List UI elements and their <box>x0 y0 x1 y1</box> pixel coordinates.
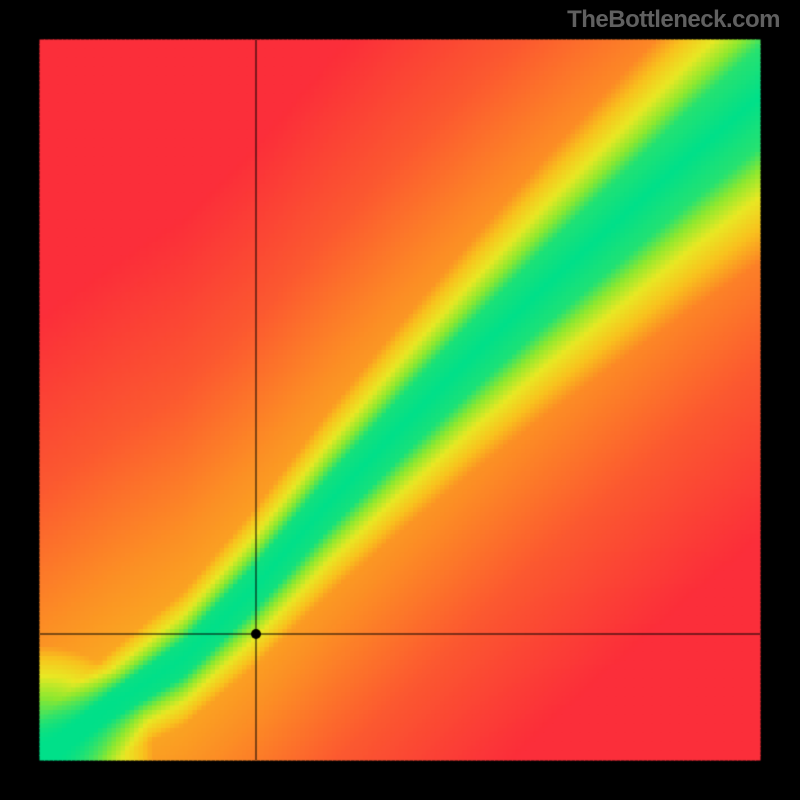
watermark-text: TheBottleneck.com <box>567 6 780 34</box>
bottleneck-heatmap <box>0 0 800 800</box>
chart-container: TheBottleneck.com <box>0 0 800 800</box>
